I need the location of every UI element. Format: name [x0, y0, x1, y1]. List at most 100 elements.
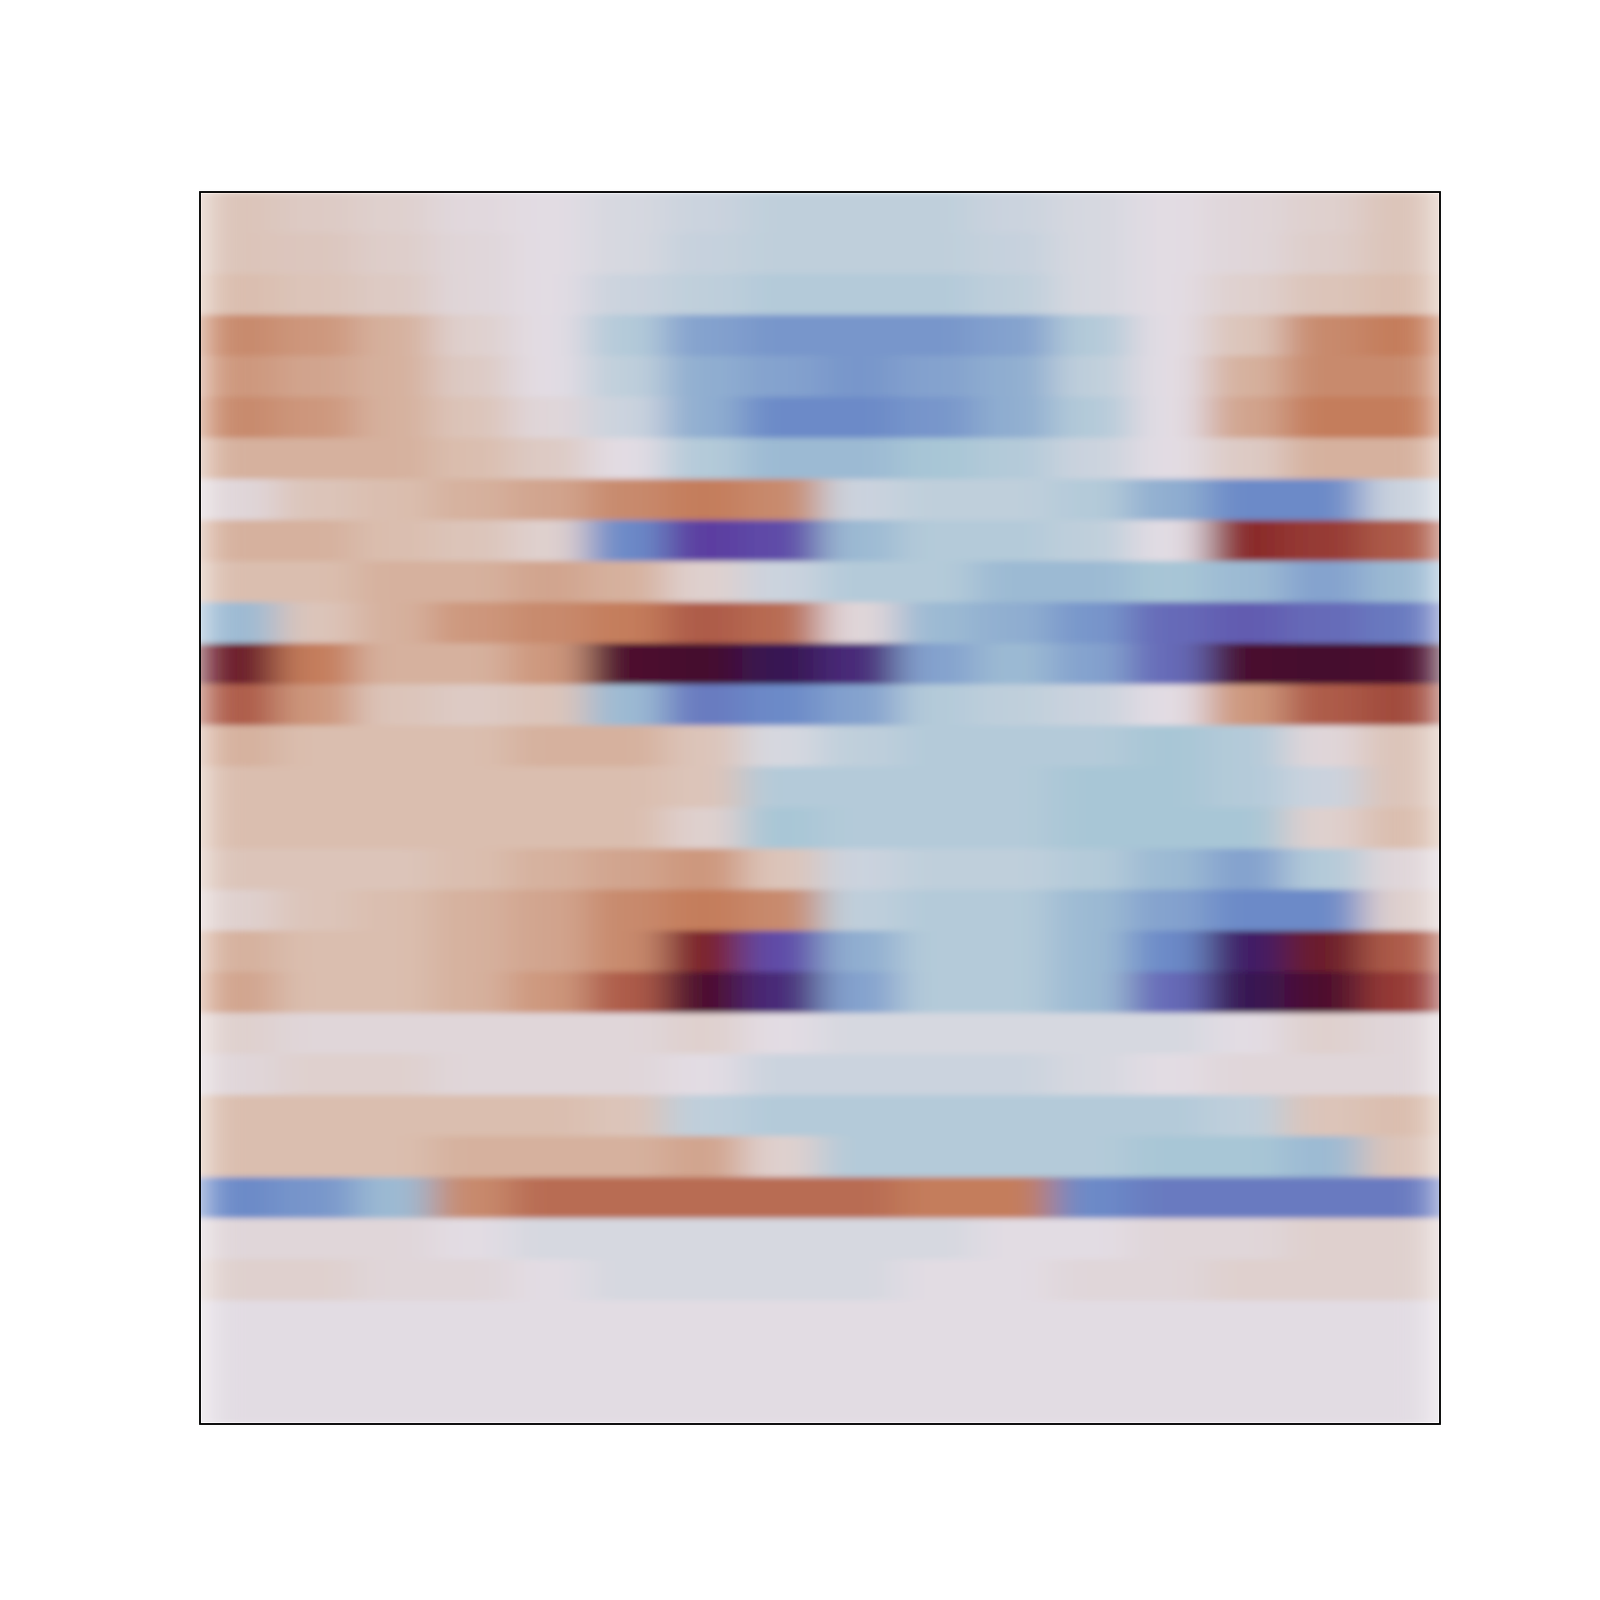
- heatmap-cell: [1129, 1382, 1208, 1424]
- heatmap-cell: [1129, 930, 1208, 973]
- heatmap-cell: [354, 889, 433, 932]
- heatmap-cell: [200, 1013, 279, 1056]
- heatmap-cell: [664, 192, 744, 234]
- heatmap-cell: [1052, 397, 1131, 440]
- heatmap-cell: [742, 479, 821, 521]
- heatmap-cell: [742, 1013, 821, 1056]
- heatmap-cell: [664, 232, 744, 275]
- heatmap-cell: [896, 438, 976, 480]
- heatmap-cell: [509, 1259, 588, 1302]
- heatmap-cell: [200, 930, 279, 973]
- heatmap-cell: [432, 1176, 511, 1219]
- heatmap-cell: [819, 1054, 898, 1096]
- heatmap-cell: [1361, 1176, 1440, 1219]
- heatmap-cell: [1361, 1300, 1440, 1343]
- heatmap-cell: [1129, 766, 1208, 808]
- heatmap-cell: [1284, 1218, 1363, 1261]
- heatmap-cell: [509, 397, 588, 440]
- heatmap-cell: [200, 725, 279, 768]
- heatmap-cell: [664, 560, 744, 603]
- heatmap-cell: [664, 643, 744, 686]
- heatmap-cell: [819, 520, 898, 562]
- heatmap-cell: [509, 1095, 588, 1137]
- heatmap-cell: [200, 684, 279, 727]
- heatmap-cell: [509, 479, 588, 521]
- heatmap-cell: [664, 520, 744, 562]
- heatmap-cell: [277, 1136, 356, 1178]
- heatmap-cell: [664, 971, 744, 1014]
- heatmap-cell: [896, 808, 976, 850]
- heatmap-cell: [896, 314, 976, 357]
- heatmap-cell: [509, 273, 588, 316]
- heatmap-cell: [1361, 192, 1440, 234]
- heatmap-cell: [509, 1176, 588, 1219]
- heatmap-cell: [1361, 971, 1440, 1014]
- heatmap-cell: [1129, 397, 1208, 440]
- heatmap-cell: [1129, 1176, 1208, 1219]
- heatmap-cell: [586, 725, 665, 768]
- heatmap-cell: [1052, 725, 1131, 768]
- heatmap-cell: [742, 643, 821, 686]
- heatmap-cell: [742, 930, 821, 973]
- heatmap-cell: [664, 438, 744, 480]
- heatmap-cell: [896, 1300, 976, 1343]
- heatmap-cell: [664, 1136, 744, 1178]
- heatmap-cell: [509, 725, 588, 768]
- heatmap-cell: [1207, 1054, 1286, 1096]
- heatmap-cell: [586, 602, 665, 645]
- heatmap-cell: [277, 560, 356, 603]
- heatmap-cell: [1207, 766, 1286, 808]
- heatmap-cell: [742, 971, 821, 1014]
- heatmap-cell: [974, 643, 1053, 686]
- heatmap-cell: [277, 725, 356, 768]
- heatmap-cell: [509, 232, 588, 275]
- heatmap-cell: [354, 1218, 433, 1261]
- heatmap-cell: [1361, 479, 1440, 521]
- heatmap-cell: [742, 1176, 821, 1219]
- heatmap-cell: [896, 725, 976, 768]
- heatmap-cell: [1284, 684, 1363, 727]
- heatmap-cell: [586, 1013, 665, 1056]
- heatmap-cell: [742, 1300, 821, 1343]
- heatmap-cell: [742, 1136, 821, 1178]
- heatmap-cell: [664, 1176, 744, 1219]
- heatmap-cell: [586, 889, 665, 932]
- heatmap-cell: [1284, 602, 1363, 645]
- heatmap-cell: [509, 643, 588, 686]
- heatmap-cell: [1207, 479, 1286, 521]
- heatmap-cell: [1207, 1176, 1286, 1219]
- heatmap-cell: [277, 1300, 356, 1343]
- heatmap-cell: [200, 232, 279, 275]
- heatmap-cell: [354, 232, 433, 275]
- heatmap-cell: [586, 273, 665, 316]
- heatmap-cell: [1207, 1382, 1286, 1424]
- heatmap-cell: [509, 520, 588, 562]
- heatmap-cell: [664, 1341, 744, 1384]
- heatmap-cell: [1207, 397, 1286, 440]
- heatmap-cell: [1361, 273, 1440, 316]
- heatmap-cell: [1052, 684, 1131, 727]
- heatmap-cell: [974, 602, 1053, 645]
- heatmap-cell: [200, 1218, 279, 1261]
- heatmap-cell: [1284, 808, 1363, 850]
- heatmap-cell: [896, 1095, 976, 1137]
- heatmap-cell: [354, 1054, 433, 1096]
- heatmap-cell: [974, 232, 1053, 275]
- heatmap-cell: [742, 1054, 821, 1096]
- heatmap-cell: [742, 766, 821, 808]
- heatmap-cell: [819, 1136, 898, 1178]
- heatmap-cell: [509, 848, 588, 891]
- heatmap-cell: [354, 192, 433, 234]
- heatmap-cell: [896, 273, 976, 316]
- heatmap-cell: [1207, 971, 1286, 1014]
- heatmap-cell: [1129, 643, 1208, 686]
- heatmap-cell: [819, 438, 898, 480]
- heatmap-cell: [200, 1300, 279, 1343]
- heatmap-cell: [586, 1054, 665, 1096]
- heatmap-cell: [432, 397, 511, 440]
- heatmap-cell: [896, 889, 976, 932]
- heatmap-cell: [432, 684, 511, 727]
- heatmap-cell: [1284, 192, 1363, 234]
- heatmap-cell: [1207, 643, 1286, 686]
- heatmap-cell: [896, 232, 976, 275]
